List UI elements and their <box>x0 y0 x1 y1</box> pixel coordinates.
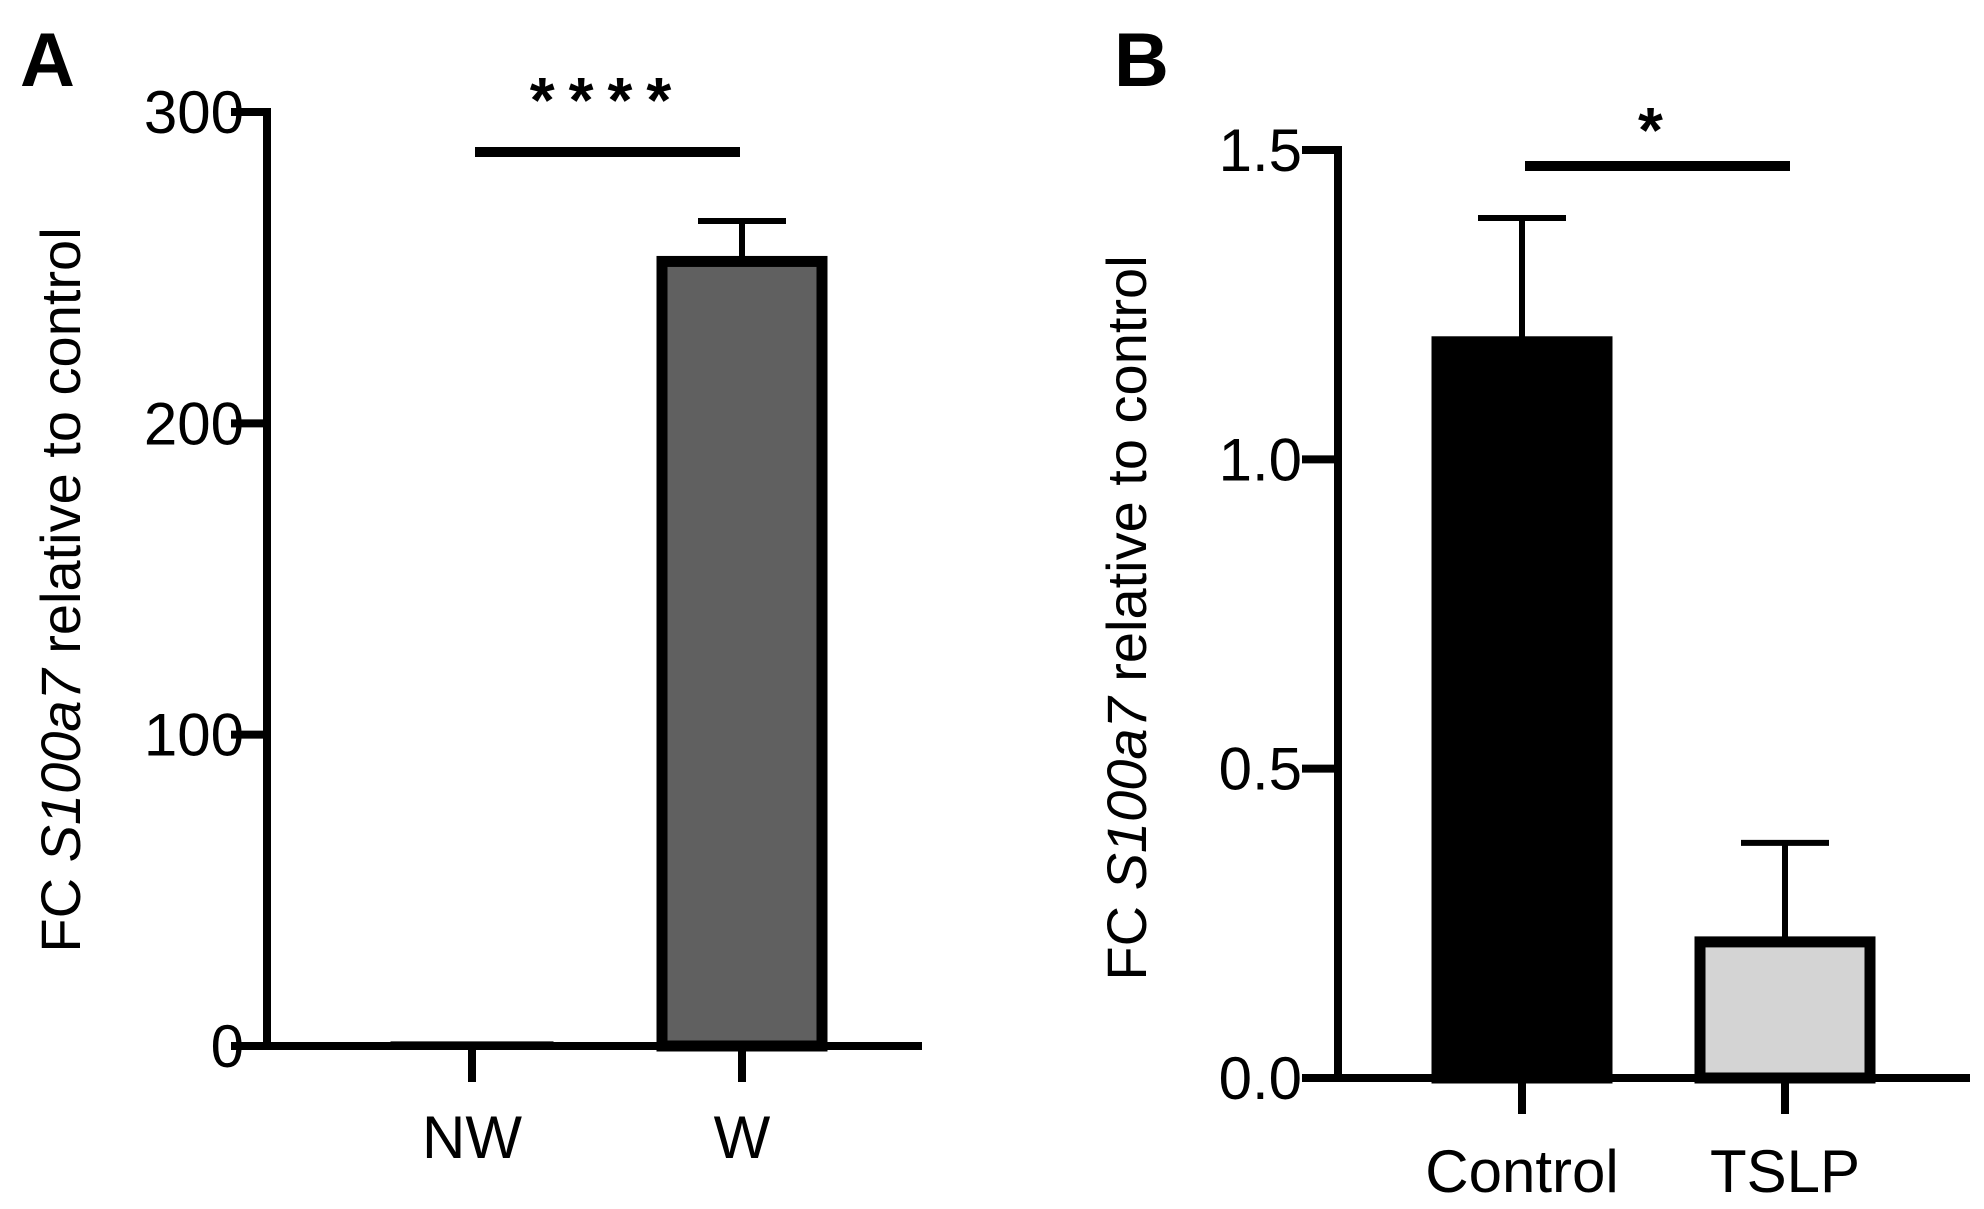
panel-b-letter: B <box>1114 18 1169 103</box>
panel-b-category-label: Control <box>1425 1138 1618 1205</box>
panel-b-error-bar-tslp <box>1741 839 1829 942</box>
panel-a-significance-label: **** <box>530 64 686 136</box>
panel-b-y-axis-title: FC S100a7 relative to control <box>1095 255 1158 980</box>
panel-b-y-tick-label: 0.5 <box>1219 736 1302 803</box>
panel-a-y-axis-title: FC S100a7 relative to control <box>29 227 92 952</box>
panel-b-y-tick-label: 1.5 <box>1219 117 1302 184</box>
panel-a-y-tick-label: 0 <box>211 1013 244 1080</box>
panel-b-bar-control <box>1431 336 1613 1084</box>
panel-a-y-tick-label: 300 <box>144 79 244 146</box>
panel-a-error-bar-w <box>698 217 786 262</box>
panel-b-y-tick-label: 1.0 <box>1219 426 1302 493</box>
panel-a-plot: NW W 0 100 200 300 **** <box>144 64 922 1171</box>
panel-a-letter: A <box>20 18 75 103</box>
panel-a-bar-w <box>656 255 828 1052</box>
panel-a-y-tick-label: 200 <box>144 390 244 457</box>
panel-a-category-label: NW <box>422 1104 522 1171</box>
panel-b-y-tick-label: 0.0 <box>1219 1045 1302 1112</box>
panel-a-y-tick-label: 100 <box>144 702 244 769</box>
panel-a-category-label: W <box>714 1104 771 1171</box>
panel-b-error-bar-control <box>1478 215 1566 342</box>
panel-b-plot: Control TSLP 0.0 0.5 1.0 1.5 * <box>1219 94 1970 1205</box>
panel-b-category-label: TSLP <box>1710 1138 1860 1205</box>
panel-b-significance-label: * <box>1638 94 1677 166</box>
panel-b: B FC S100a7 relative to control Control T… <box>1095 18 1970 1205</box>
panel-a: A FC S100a7 relative to control NW W 0 100 2… <box>20 18 922 1171</box>
panel-b-bar-tslp <box>1694 936 1876 1084</box>
